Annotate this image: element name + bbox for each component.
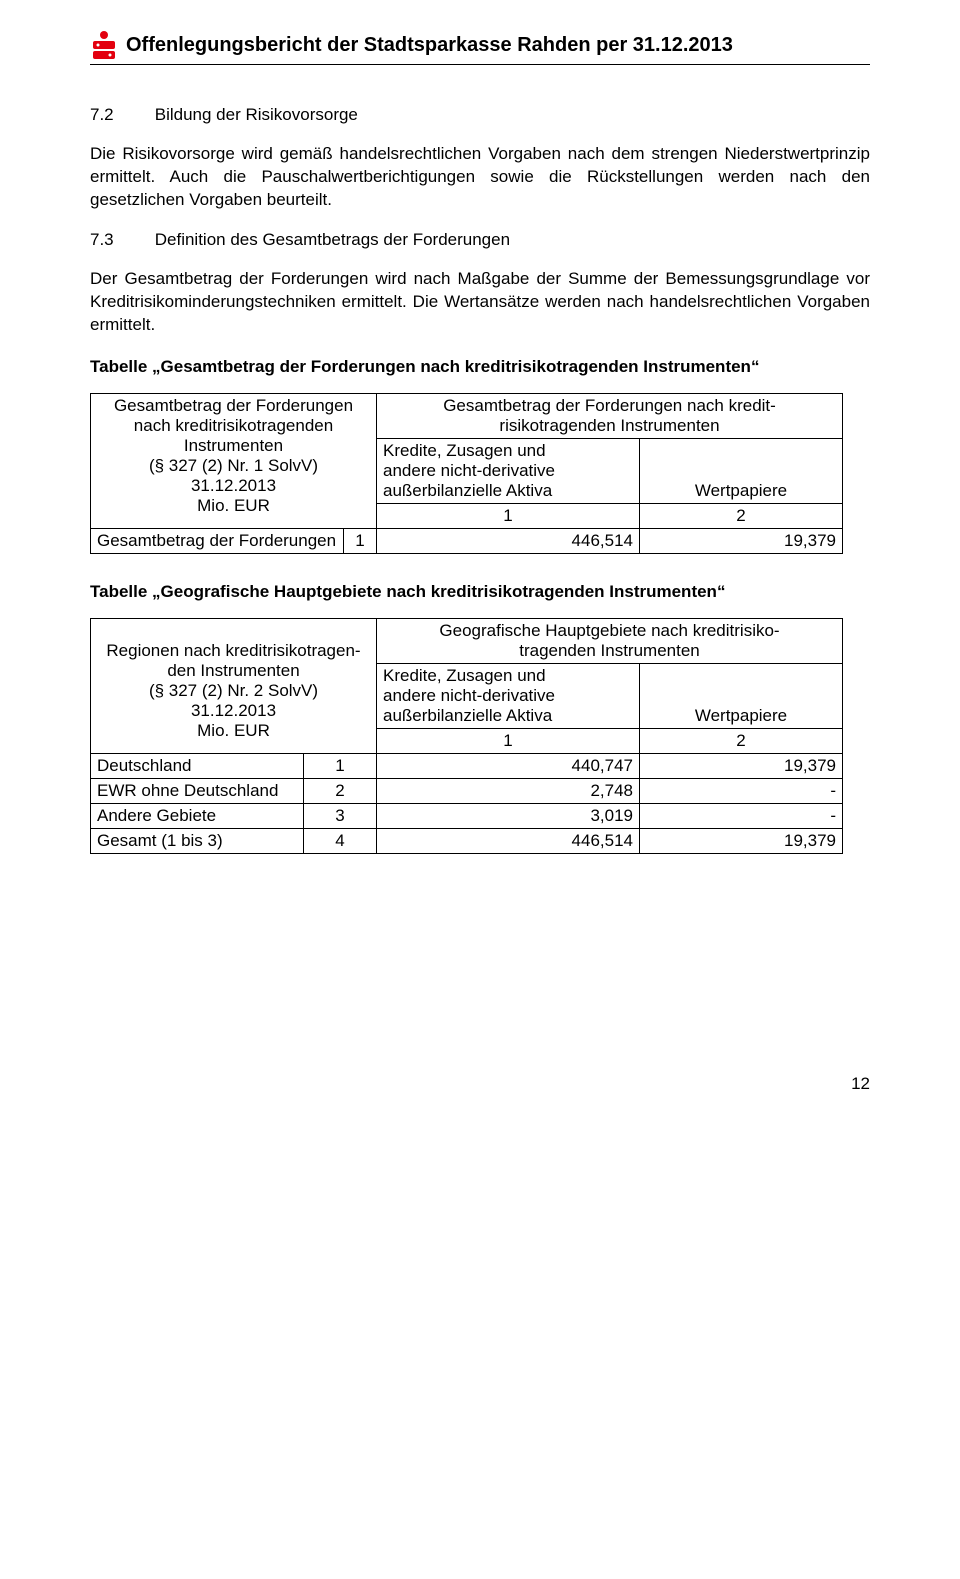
table2-col2-head: Wertpapiere: [695, 706, 787, 725]
table2-rowhead: Regionen nach kreditrisikotragen- den In…: [97, 621, 370, 741]
row-value: 2,748: [377, 778, 640, 803]
section-title: Definition des Gesamtbetrags der Forderu…: [155, 230, 510, 249]
section-heading-7-2: 7.2 Bildung der Risikovorsorge: [90, 105, 870, 125]
row-value: 19,379: [640, 753, 843, 778]
table1-col2-head: Wertpapiere: [695, 481, 787, 500]
row-label: Andere Gebiete: [91, 803, 304, 828]
row-num: 2: [304, 778, 377, 803]
table1-colnum-2: 2: [640, 503, 843, 528]
row-value: 440,747: [377, 753, 640, 778]
row-value: 19,379: [640, 828, 843, 853]
row-value: 19,379: [640, 528, 843, 553]
section-title: Bildung der Risikovorsorge: [155, 105, 358, 124]
section-heading-7-3: 7.3 Definition des Gesamtbetrags der For…: [90, 230, 870, 250]
table-row: Andere Gebiete 3 3,019 -: [91, 803, 843, 828]
table2-colnum-2: 2: [640, 728, 843, 753]
page-header: Offenlegungsbericht der Stadtsparkasse R…: [90, 30, 870, 65]
table1-colnum-1: 1: [377, 503, 640, 528]
section-number: 7.2: [90, 105, 150, 125]
section-number: 7.3: [90, 230, 150, 250]
table-row: Gesamtbetrag der Forderungen 1 446,514 1…: [91, 528, 843, 553]
row-value: 446,514: [377, 828, 640, 853]
row-label: Deutschland: [91, 753, 304, 778]
table2-colnum-1: 1: [377, 728, 640, 753]
page-number: 12: [90, 1074, 870, 1094]
document-title: Offenlegungsbericht der Stadtsparkasse R…: [126, 34, 733, 57]
table-gesamtbetrag: Gesamtbetrag der Forderungen nach kredit…: [90, 393, 843, 554]
table1-caption: Tabelle „Gesamtbetrag der Forderungen na…: [90, 357, 870, 377]
row-num: 1: [304, 753, 377, 778]
table-row: Gesamt (1 bis 3) 4 446,514 19,379: [91, 828, 843, 853]
section-7-3-body: Der Gesamtbetrag der Forderungen wird na…: [90, 268, 870, 337]
table-row: Deutschland 1 440,747 19,379: [91, 753, 843, 778]
table-row: EWR ohne Deutschland 2 2,748 -: [91, 778, 843, 803]
table1-tophead: Gesamtbetrag der Forderungen nach kredit…: [443, 396, 776, 415]
section-7-2-body: Die Risikovorsorge wird gemäß handelsrec…: [90, 143, 870, 212]
row-num: 3: [304, 803, 377, 828]
page-container: Offenlegungsbericht der Stadtsparkasse R…: [0, 0, 960, 1134]
row-value: 446,514: [377, 528, 640, 553]
row-value: -: [640, 778, 843, 803]
row-num: 1: [344, 528, 377, 553]
sparkasse-logo-icon: [90, 30, 118, 60]
table1-col1-head: Kredite, Zusagen und: [383, 441, 546, 460]
row-num: 4: [304, 828, 377, 853]
table2-caption: Tabelle „Geografische Hauptgebiete nach …: [90, 582, 870, 602]
row-label: Gesamtbetrag der Forderungen: [91, 528, 344, 553]
row-value: -: [640, 803, 843, 828]
row-value: 3,019: [377, 803, 640, 828]
table2-col1-head: Kredite, Zusagen und: [383, 666, 546, 685]
row-label: EWR ohne Deutschland: [91, 778, 304, 803]
row-label: Gesamt (1 bis 3): [91, 828, 304, 853]
table-geografische: Regionen nach kreditrisikotragen- den In…: [90, 618, 843, 854]
table1-rowhead: Gesamtbetrag der Forderungen nach kredit…: [97, 396, 370, 516]
table2-tophead: Geografische Hauptgebiete nach kreditris…: [439, 621, 779, 640]
